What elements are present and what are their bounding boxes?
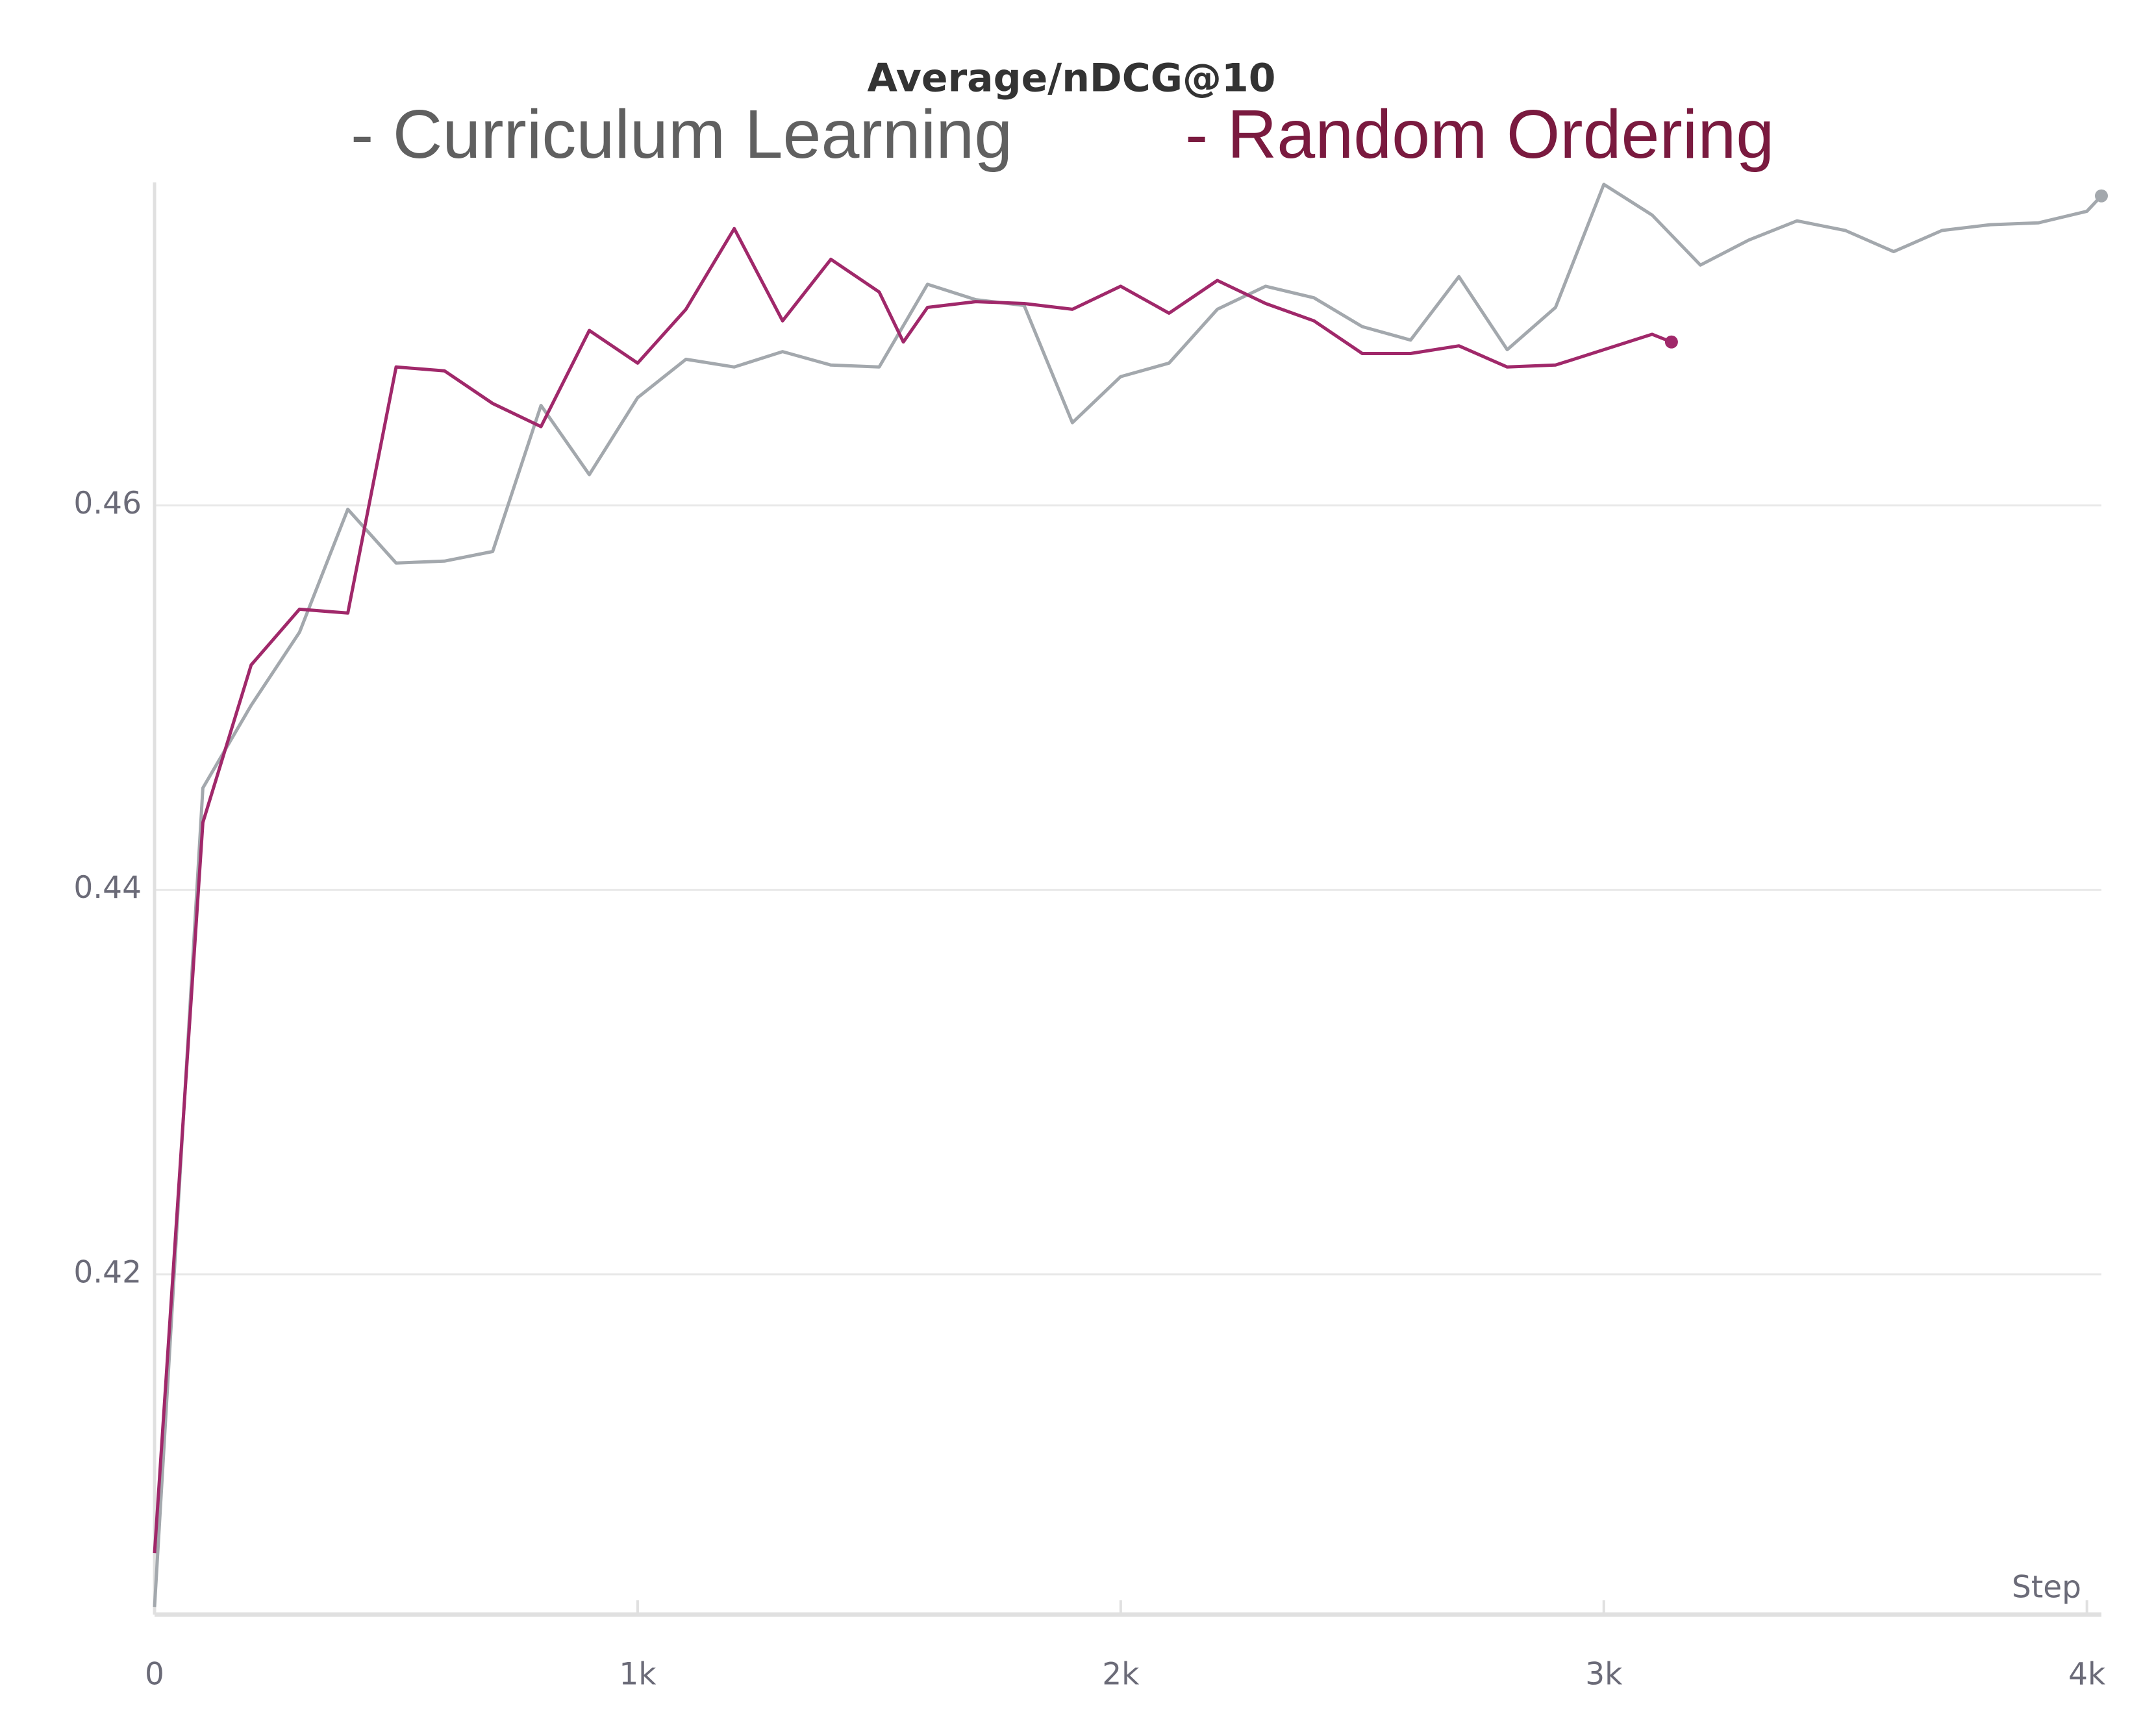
- end-point: [2095, 189, 2108, 203]
- chart-title: Average/nDCG@10: [867, 56, 1275, 101]
- y-tick-label: 0.44: [73, 870, 142, 906]
- legend-entry: - Curriculum Learning: [351, 96, 1012, 173]
- x-tick-label: 0: [145, 1657, 164, 1693]
- series-line: [153, 227, 1672, 1554]
- series-line: [153, 182, 2103, 1607]
- y-tick-label: 0.42: [73, 1254, 142, 1290]
- x-axis-label: Step: [2012, 1570, 2081, 1606]
- x-tick-label: 1k: [619, 1657, 657, 1693]
- legend-entry: - Random Ordering: [1185, 96, 1774, 173]
- y-tick-label: 0.46: [73, 486, 142, 521]
- x-tick-label: 3k: [1585, 1657, 1623, 1693]
- x-tick-label: 4k: [2068, 1657, 2106, 1693]
- end-point: [1664, 335, 1678, 349]
- x-tick-label: 2k: [1102, 1657, 1140, 1693]
